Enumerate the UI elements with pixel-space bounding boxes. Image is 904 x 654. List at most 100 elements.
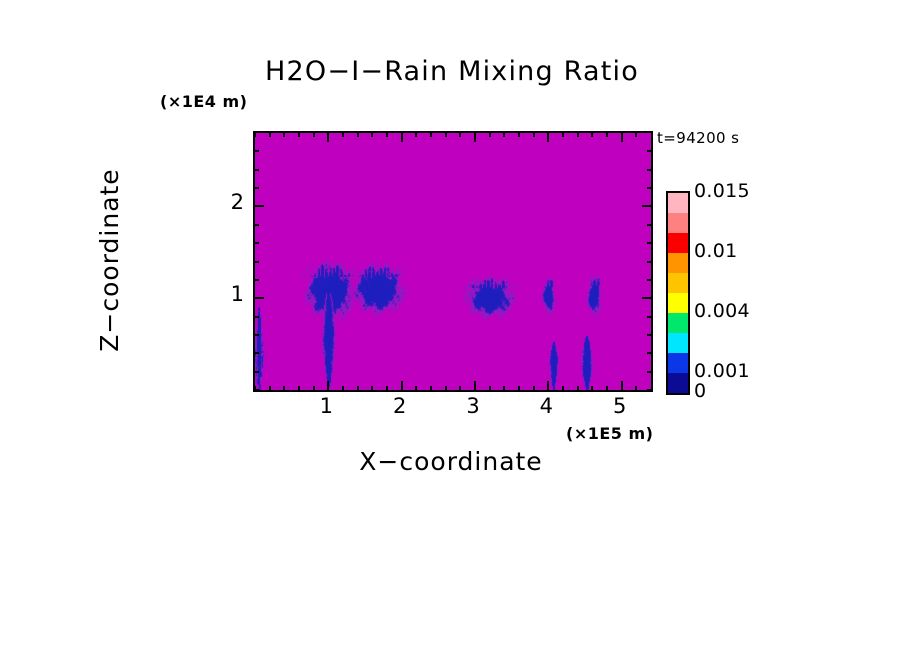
axis-tick-minor	[430, 386, 432, 390]
axis-tick-major	[327, 381, 330, 390]
colorbar-band	[668, 273, 688, 293]
colorbar-tick-label: 0.001	[694, 360, 750, 382]
axis-tick-minor	[255, 150, 259, 153]
axis-tick-minor	[606, 133, 608, 137]
x-tick-label: 1	[319, 394, 334, 418]
axis-tick-minor	[415, 386, 418, 390]
axis-tick-major	[642, 205, 651, 208]
colorbar-tick-label: 0.01	[694, 240, 738, 262]
axis-tick-minor	[430, 133, 432, 137]
axis-tick-major	[255, 205, 264, 208]
time-annotation: t=94200 s	[657, 129, 740, 147]
axis-tick-minor	[647, 278, 651, 281]
axis-tick-minor	[647, 333, 651, 336]
axis-tick-minor	[268, 386, 271, 390]
axis-tick-minor	[255, 242, 259, 245]
axis-tick-minor	[562, 133, 564, 137]
axis-tick-minor	[606, 386, 608, 390]
axis-tick-minor	[255, 315, 259, 318]
axis-tick-minor	[647, 223, 651, 226]
axis-tick-minor	[647, 315, 651, 318]
axis-tick-minor	[647, 242, 651, 245]
axis-tick-minor	[503, 386, 506, 390]
axis-tick-minor	[283, 386, 286, 390]
axis-tick-minor	[503, 133, 506, 137]
axis-tick-minor	[255, 370, 259, 373]
axis-tick-major	[474, 133, 476, 142]
axis-tick-minor	[647, 389, 651, 390]
axis-tick-major	[620, 381, 623, 390]
axis-tick-minor	[255, 389, 259, 390]
axis-tick-minor	[255, 386, 256, 390]
axis-tick-minor	[532, 133, 535, 137]
axis-tick-major	[620, 133, 623, 142]
axis-tick-minor	[386, 133, 388, 137]
colorbar-band	[668, 193, 688, 213]
axis-tick-minor	[532, 386, 535, 390]
colorbar-band	[668, 213, 688, 233]
axis-tick-minor	[356, 133, 359, 137]
axis-tick-minor	[268, 133, 271, 137]
axis-tick-minor	[312, 386, 315, 390]
axis-tick-minor	[255, 333, 259, 336]
axis-tick-minor	[255, 187, 259, 190]
axis-tick-minor	[444, 386, 447, 390]
axis-tick-minor	[576, 386, 579, 390]
x-axis-title: X−coordinate	[359, 447, 543, 476]
axis-tick-major	[474, 381, 476, 390]
axis-tick-minor	[488, 386, 491, 390]
y-tick-label: 2	[230, 190, 244, 215]
axis-tick-minor	[518, 386, 520, 390]
colorbar-tick-label: 0	[694, 380, 707, 402]
axis-tick-minor	[415, 133, 418, 137]
y-axis-unit-label: (×1E4 m)	[160, 92, 248, 111]
axis-tick-minor	[576, 133, 579, 137]
axis-tick-major	[547, 381, 550, 390]
axis-tick-minor	[459, 386, 462, 390]
axis-tick-minor	[635, 133, 638, 137]
axis-tick-minor	[591, 386, 594, 390]
colorbar-band	[668, 333, 688, 353]
axis-tick-minor	[647, 260, 651, 263]
x-tick-label: 5	[612, 394, 627, 418]
axis-tick-minor	[371, 133, 374, 137]
axis-tick-minor	[591, 133, 594, 137]
axis-tick-minor	[635, 386, 638, 390]
colorbar-band	[668, 313, 688, 333]
axis-tick-minor	[562, 386, 564, 390]
axis-tick-minor	[647, 352, 651, 355]
axis-tick-minor	[255, 352, 259, 355]
axis-tick-minor	[647, 370, 651, 373]
axis-tick-major	[642, 297, 651, 300]
axis-tick-minor	[647, 168, 651, 171]
x-tick-label: 3	[466, 394, 480, 418]
axis-tick-minor	[371, 386, 374, 390]
page-title: H2O−I−Rain Mixing Ratio	[265, 56, 639, 87]
colorbar-tick-label: 0.015	[694, 180, 750, 202]
axis-tick-major	[400, 381, 403, 390]
axis-tick-minor	[647, 187, 651, 190]
axis-tick-minor	[255, 278, 259, 281]
axis-tick-minor	[518, 133, 520, 137]
axis-tick-major	[327, 133, 330, 142]
x-tick-label: 4	[539, 394, 554, 418]
axis-tick-minor	[255, 260, 259, 263]
axis-tick-minor	[386, 386, 388, 390]
axis-tick-minor	[342, 133, 344, 137]
x-axis-unit-label: (×1E5 m)	[566, 424, 654, 443]
y-tick-label: 1	[230, 282, 244, 307]
colorbar[interactable]	[666, 191, 690, 395]
axis-tick-major	[400, 133, 403, 142]
y-axis-title: Z−coordinate	[95, 168, 124, 352]
axis-tick-minor	[255, 168, 259, 171]
axis-tick-minor	[342, 386, 344, 390]
colorbar-tick-label: 0.004	[694, 300, 750, 322]
axis-tick-minor	[283, 133, 286, 137]
axis-tick-minor	[255, 223, 259, 226]
axis-tick-minor	[298, 133, 300, 137]
axis-tick-minor	[647, 150, 651, 153]
colorbar-band	[668, 293, 688, 313]
plot-area[interactable]	[253, 131, 653, 392]
colorbar-band	[668, 373, 688, 393]
heatmap-canvas	[255, 133, 651, 390]
